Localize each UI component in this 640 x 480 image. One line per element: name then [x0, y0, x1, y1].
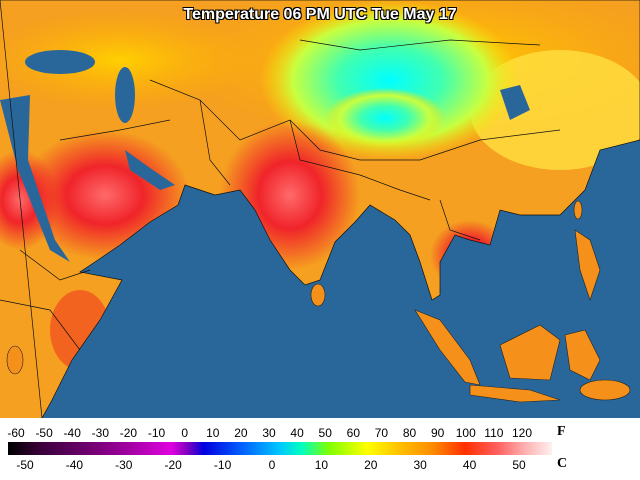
celsius-label: -50: [16, 458, 34, 472]
celsius-label: 10: [314, 458, 329, 472]
fahrenheit-label: 60: [346, 426, 361, 440]
fahrenheit-label: 120: [511, 426, 533, 440]
fahrenheit-label: 10: [206, 426, 220, 440]
celsius-label: 50: [512, 458, 526, 472]
islands: [6, 200, 631, 403]
fahrenheit-label: 40: [290, 426, 304, 440]
fahrenheit-label: -30: [91, 426, 109, 440]
fahrenheit-label: 70: [374, 426, 389, 440]
celsius-label: -30: [115, 458, 133, 472]
fahrenheit-label: 110: [484, 426, 504, 440]
fahrenheit-label: 80: [402, 426, 417, 440]
color-scale: [8, 442, 552, 455]
fahrenheit-unit: F: [557, 424, 566, 439]
legend: F C -60 -50 -40 -30 -20 -10 0 10 20 30 40 50 60 70 80 9…: [0, 418, 640, 480]
fahrenheit-label: 0: [181, 426, 188, 440]
fahrenheit-label: -60: [7, 426, 25, 440]
celsius-label: 30: [413, 458, 427, 472]
celsius-label: 0: [268, 458, 276, 472]
celsius-label: 20: [364, 458, 378, 472]
celsius-label: -10: [213, 458, 232, 472]
fahrenheit-label: 20: [234, 426, 248, 440]
fahrenheit-label: 90: [430, 426, 445, 440]
borders: [0, 0, 640, 418]
fahrenheit-label: 100: [455, 426, 476, 440]
fahrenheit-label: -10: [147, 426, 166, 440]
celsius-unit: C: [557, 456, 568, 471]
fahrenheit-label: 50: [318, 426, 332, 440]
map-title: Temperature 06 PM UTC Tue May 17: [183, 6, 457, 23]
fahrenheit-label: -40: [63, 426, 81, 440]
fahrenheit-label: -20: [119, 426, 138, 440]
fahrenheit-label: 30: [262, 426, 276, 440]
map: [0, 0, 640, 418]
inland-water: [0, 50, 530, 262]
celsius-label: -40: [65, 458, 84, 472]
land: [0, 0, 640, 418]
fahrenheit-label: -50: [35, 426, 53, 440]
celsius-label: -20: [164, 458, 182, 472]
celsius-label: 40: [462, 458, 477, 472]
